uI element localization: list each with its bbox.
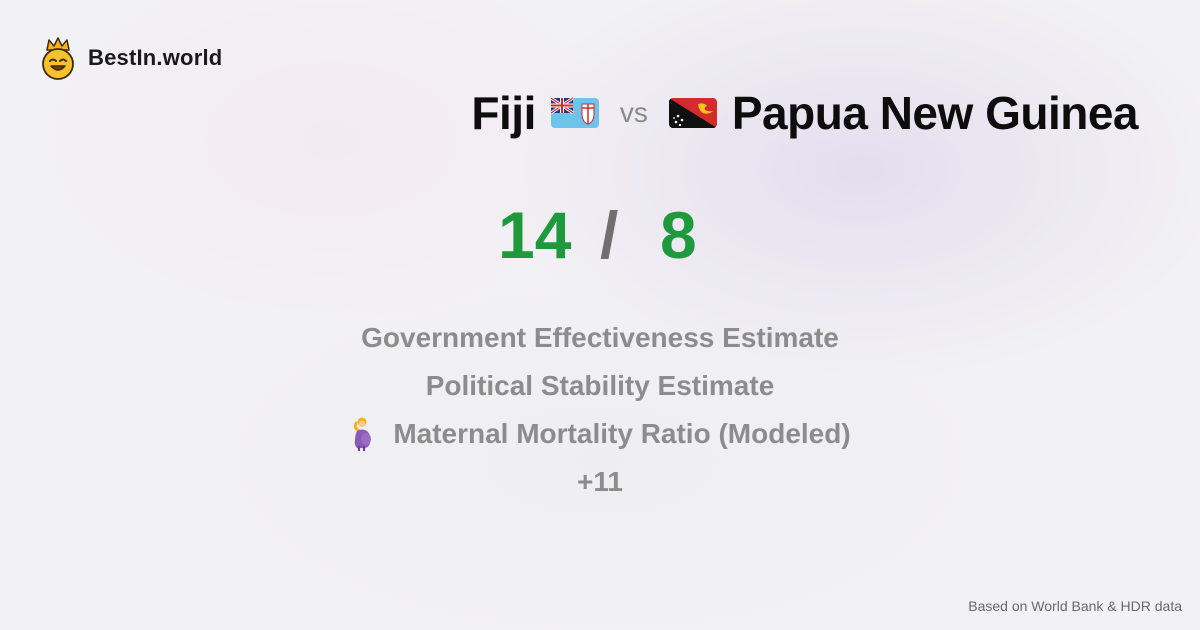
right-score: 8 xyxy=(660,198,697,272)
left-country-name: Fiji xyxy=(471,87,536,139)
more-metrics-count: +11 xyxy=(577,466,623,497)
crowned-smiley-icon xyxy=(42,37,74,80)
data-source-note: Based on World Bank & HDR data xyxy=(968,598,1182,614)
metric-item: Political Stability Estimate xyxy=(426,362,775,410)
score-display: 14 / 8 xyxy=(0,190,1200,280)
metric-label: Maternal Mortality Ratio (Modeled) xyxy=(393,418,851,449)
fiji-flag-icon xyxy=(550,96,599,128)
brand-header[interactable]: BestIn.world xyxy=(38,36,222,80)
pregnant-woman-icon xyxy=(354,417,372,451)
score-separator: / xyxy=(600,198,619,272)
left-score: 14 xyxy=(498,198,572,272)
metric-item: Maternal Mortality Ratio (Modeled) xyxy=(349,410,851,458)
comparison-title: Fiji vs Papua New Guinea xyxy=(471,86,1138,140)
right-country-name: Papua New Guinea xyxy=(731,87,1139,139)
metric-label: Government Effectiveness Estimate xyxy=(361,322,839,353)
metrics-list: Government Effectiveness Estimate Politi… xyxy=(0,314,1200,506)
brand-name: BestIn.world xyxy=(88,45,223,70)
metric-item: Government Effectiveness Estimate xyxy=(361,314,839,362)
vs-label: vs xyxy=(619,97,648,128)
metric-label: Political Stability Estimate xyxy=(425,370,775,401)
papua-new-guinea-flag-icon xyxy=(668,98,717,128)
